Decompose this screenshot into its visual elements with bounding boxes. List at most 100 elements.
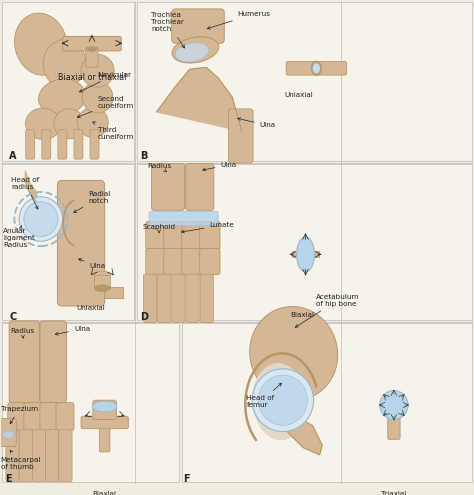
FancyBboxPatch shape bbox=[185, 163, 214, 210]
Ellipse shape bbox=[94, 285, 110, 292]
FancyBboxPatch shape bbox=[19, 430, 32, 482]
FancyBboxPatch shape bbox=[86, 48, 98, 67]
Ellipse shape bbox=[297, 237, 315, 272]
FancyBboxPatch shape bbox=[200, 274, 213, 322]
Text: Third
cuneiform: Third cuneiform bbox=[93, 122, 134, 140]
FancyBboxPatch shape bbox=[388, 410, 400, 440]
Text: A: A bbox=[9, 151, 17, 161]
Text: Trochlea
Trochlear
notch: Trochlea Trochlear notch bbox=[151, 12, 184, 48]
Text: Trapezium: Trapezium bbox=[0, 406, 38, 424]
Text: Second
cuneiform: Second cuneiform bbox=[77, 96, 134, 117]
FancyBboxPatch shape bbox=[6, 430, 19, 482]
Text: Ulna: Ulna bbox=[237, 118, 276, 128]
FancyBboxPatch shape bbox=[2, 164, 134, 320]
Text: Biaxial: Biaxial bbox=[93, 491, 117, 495]
FancyBboxPatch shape bbox=[228, 109, 253, 163]
FancyBboxPatch shape bbox=[74, 130, 83, 159]
Circle shape bbox=[24, 201, 58, 237]
Text: B: B bbox=[140, 151, 147, 161]
FancyBboxPatch shape bbox=[46, 430, 59, 482]
Polygon shape bbox=[288, 416, 322, 455]
Text: Acetabulum
of hip bone: Acetabulum of hip bone bbox=[295, 294, 359, 327]
FancyBboxPatch shape bbox=[40, 402, 58, 431]
Text: Triaxial: Triaxial bbox=[381, 491, 407, 495]
Ellipse shape bbox=[82, 82, 113, 113]
FancyBboxPatch shape bbox=[157, 274, 171, 322]
FancyBboxPatch shape bbox=[8, 402, 26, 431]
FancyBboxPatch shape bbox=[152, 163, 184, 210]
Text: Radial
notch: Radial notch bbox=[74, 191, 110, 212]
FancyBboxPatch shape bbox=[137, 164, 472, 320]
FancyBboxPatch shape bbox=[146, 221, 166, 249]
Text: Ulna: Ulna bbox=[203, 162, 237, 171]
Ellipse shape bbox=[250, 306, 337, 400]
Polygon shape bbox=[156, 67, 242, 131]
Text: Head of
radius: Head of radius bbox=[11, 177, 39, 209]
FancyBboxPatch shape bbox=[172, 9, 224, 43]
Ellipse shape bbox=[175, 43, 209, 62]
Text: C: C bbox=[9, 311, 17, 322]
FancyBboxPatch shape bbox=[32, 430, 46, 482]
FancyBboxPatch shape bbox=[164, 221, 184, 249]
Text: Radius: Radius bbox=[147, 163, 172, 172]
Text: D: D bbox=[140, 311, 148, 322]
FancyBboxPatch shape bbox=[164, 248, 184, 275]
Text: Uniaxial: Uniaxial bbox=[76, 305, 105, 311]
Ellipse shape bbox=[92, 401, 117, 412]
Text: Ulna: Ulna bbox=[79, 259, 106, 269]
FancyBboxPatch shape bbox=[94, 275, 110, 288]
Text: F: F bbox=[182, 474, 189, 484]
Circle shape bbox=[380, 391, 408, 420]
Ellipse shape bbox=[311, 61, 321, 76]
FancyBboxPatch shape bbox=[186, 274, 199, 322]
FancyBboxPatch shape bbox=[82, 287, 123, 298]
FancyBboxPatch shape bbox=[144, 274, 156, 322]
Ellipse shape bbox=[54, 109, 84, 139]
FancyBboxPatch shape bbox=[2, 2, 134, 161]
FancyBboxPatch shape bbox=[42, 130, 51, 159]
Polygon shape bbox=[25, 171, 38, 213]
FancyBboxPatch shape bbox=[93, 400, 117, 420]
Ellipse shape bbox=[87, 47, 97, 51]
FancyBboxPatch shape bbox=[58, 130, 67, 159]
FancyBboxPatch shape bbox=[56, 402, 74, 431]
Ellipse shape bbox=[313, 63, 320, 74]
FancyBboxPatch shape bbox=[26, 130, 35, 159]
Ellipse shape bbox=[2, 431, 14, 439]
FancyBboxPatch shape bbox=[200, 221, 220, 249]
Circle shape bbox=[19, 197, 63, 241]
FancyBboxPatch shape bbox=[0, 419, 16, 446]
FancyBboxPatch shape bbox=[57, 180, 105, 306]
Ellipse shape bbox=[15, 13, 67, 75]
Text: Ulna: Ulna bbox=[55, 326, 90, 335]
Ellipse shape bbox=[172, 37, 219, 63]
Text: Metacarpal
of thumb: Metacarpal of thumb bbox=[0, 450, 41, 470]
Text: Uniaxial: Uniaxial bbox=[284, 92, 313, 99]
FancyBboxPatch shape bbox=[81, 416, 128, 429]
Ellipse shape bbox=[38, 79, 86, 115]
Text: Humerus: Humerus bbox=[207, 11, 270, 29]
FancyBboxPatch shape bbox=[24, 402, 42, 431]
FancyBboxPatch shape bbox=[182, 248, 202, 275]
FancyBboxPatch shape bbox=[286, 61, 346, 75]
Ellipse shape bbox=[77, 107, 108, 138]
Text: Radius: Radius bbox=[10, 328, 35, 338]
Ellipse shape bbox=[81, 54, 114, 87]
Ellipse shape bbox=[43, 40, 86, 88]
FancyBboxPatch shape bbox=[63, 37, 121, 51]
Text: Biaxial: Biaxial bbox=[290, 312, 314, 318]
Ellipse shape bbox=[94, 271, 110, 278]
FancyBboxPatch shape bbox=[292, 251, 319, 257]
FancyBboxPatch shape bbox=[40, 321, 66, 402]
FancyBboxPatch shape bbox=[172, 274, 185, 322]
FancyBboxPatch shape bbox=[9, 321, 39, 402]
FancyBboxPatch shape bbox=[149, 211, 218, 226]
Text: Navicular: Navicular bbox=[80, 72, 132, 92]
FancyBboxPatch shape bbox=[100, 422, 110, 452]
Circle shape bbox=[252, 369, 314, 432]
Text: Head of
femur: Head of femur bbox=[246, 383, 282, 408]
FancyBboxPatch shape bbox=[182, 323, 472, 482]
Text: Biaxial or triaxial: Biaxial or triaxial bbox=[58, 73, 126, 82]
Ellipse shape bbox=[252, 363, 307, 440]
Ellipse shape bbox=[26, 108, 61, 140]
